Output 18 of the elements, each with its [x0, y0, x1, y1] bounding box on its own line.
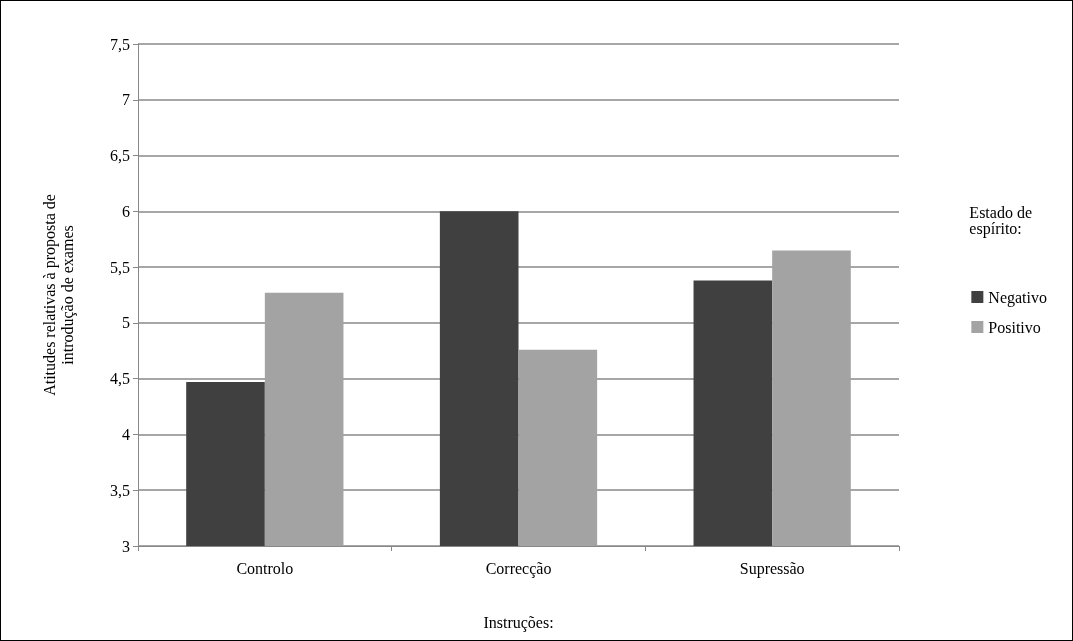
x-tick-label: Supressão — [739, 559, 805, 578]
y-axis-title: Atitudes relativas à proposta de introdução de exames — [40, 194, 77, 396]
y-tick-label: 3,5 — [110, 481, 130, 499]
y-tick-label: 6,5 — [110, 147, 130, 165]
legend-label: Positivo — [988, 318, 1041, 336]
legend-title: Estado de espírito: — [969, 203, 1033, 238]
y-tick-label: 7,5 — [110, 35, 130, 53]
x-axis-title: Instruções: — [483, 613, 554, 632]
y-tick-label: 7 — [122, 91, 130, 109]
y-tick-label: 5 — [122, 314, 130, 332]
legend-label: Negativo — [988, 288, 1048, 307]
y-tick-label: 5,5 — [110, 258, 130, 276]
x-tick-label: Controlo — [236, 559, 294, 577]
x-tick-label: Correcção — [485, 559, 552, 578]
y-tick-label: 6 — [122, 202, 130, 220]
y-tick-label: 4,5 — [110, 370, 130, 388]
y-tick-label: 4 — [122, 425, 130, 443]
y-tick-label: 3 — [122, 537, 130, 555]
